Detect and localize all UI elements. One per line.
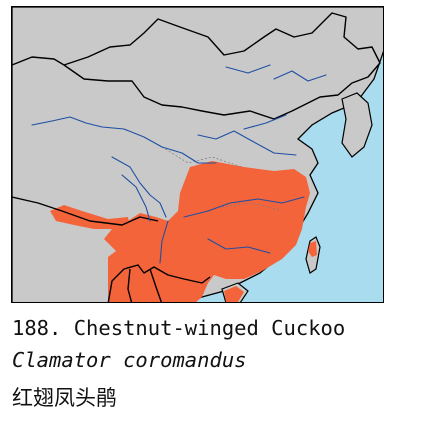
caption-scientific-name: Clamator coromandus	[12, 348, 247, 372]
rivers	[31, 64, 327, 264]
caption-species-number-name: 188. Chestnut-winged Cuckoo	[12, 316, 346, 340]
korea	[341, 92, 373, 158]
caption-chinese-name: 红翅凤头鹃	[12, 386, 117, 410]
map-svg	[12, 7, 383, 302]
borders	[12, 12, 381, 302]
breeding-range	[104, 161, 310, 302]
distribution-map	[11, 6, 384, 303]
taiwan-range	[308, 241, 317, 257]
breeding-range-hainan	[224, 286, 244, 302]
